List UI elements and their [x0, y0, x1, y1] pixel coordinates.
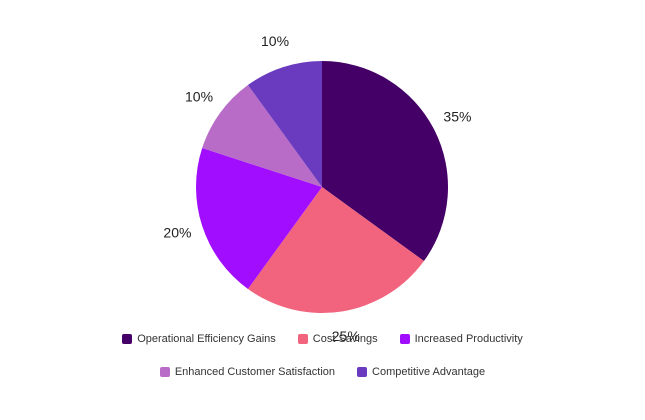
legend-label: Increased Productivity: [414, 333, 523, 345]
legend-swatch: [159, 367, 170, 377]
legend-swatch: [122, 334, 133, 344]
pie-slice-increased-productivity[interactable]: [196, 148, 322, 289]
slice-percent-label: 20%: [163, 225, 191, 241]
legend-row-2: Enhanced Customer Satisfaction Competiti…: [0, 366, 645, 378]
legend-item-operational-efficiency-gains[interactable]: Operational Efficiency Gains: [122, 333, 276, 345]
pie-slice-competitive-advantage[interactable]: [247, 61, 322, 187]
legend-swatch: [357, 367, 368, 377]
legend-item-cost-savings[interactable]: Cost Savings: [297, 333, 378, 345]
legend-label: Competitive Advantage: [372, 366, 486, 378]
legend-item-enhanced-customer-satisfaction[interactable]: Enhanced Customer Satisfaction: [159, 366, 336, 378]
slice-percent-label: 10%: [185, 88, 213, 104]
pie-slice-operational-efficiency-gains[interactable]: [322, 60, 449, 262]
legend-label: Enhanced Customer Satisfaction: [174, 366, 336, 378]
legend-row-1: Operational Efficiency Gains Cost Saving…: [0, 333, 645, 345]
legend-label: Operational Efficiency Gains: [137, 333, 276, 345]
legend-swatch: [399, 334, 410, 344]
slice-percent-label: 10%: [261, 33, 289, 49]
legend-label: Cost Savings: [312, 333, 378, 345]
legend-item-increased-productivity[interactable]: Increased Productivity: [399, 333, 523, 345]
pie-slice-cost-savings[interactable]: [247, 187, 424, 314]
slice-percent-label: 35%: [443, 109, 471, 125]
legend-item-competitive-advantage[interactable]: Competitive Advantage: [357, 366, 485, 378]
pie-slice-enhanced-customer-satisfaction[interactable]: [202, 85, 322, 187]
slice-percent-label: 25%: [332, 328, 360, 344]
legend-swatch: [297, 334, 308, 344]
